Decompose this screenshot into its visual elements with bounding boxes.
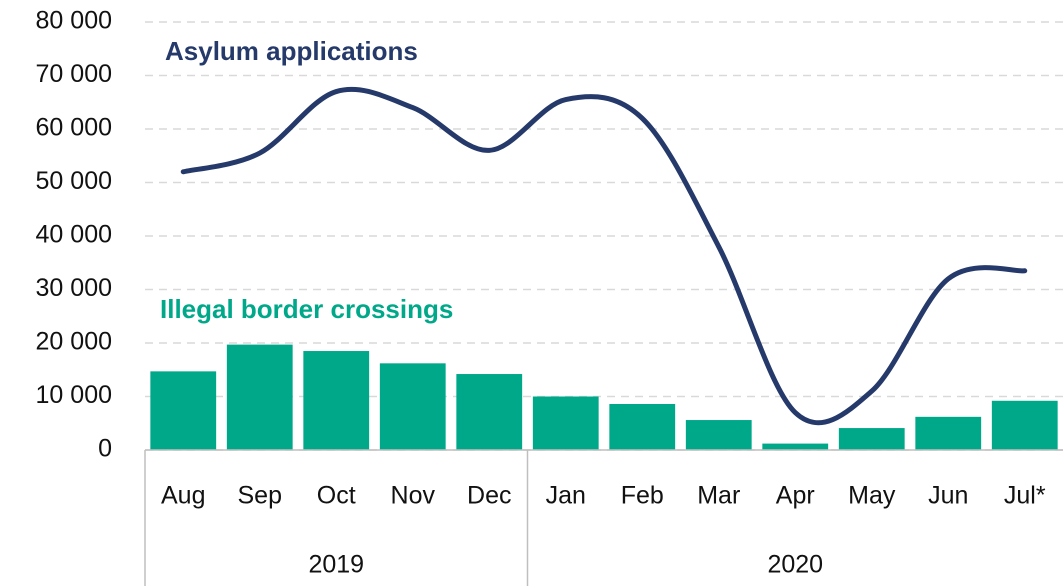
y-tick-label: 0	[98, 435, 112, 463]
y-tick-label: 10 000	[36, 381, 112, 409]
line	[180, 86, 1028, 426]
y-tick-label: 60 000	[36, 114, 112, 142]
bar	[609, 403, 676, 450]
y-tick-label: 80 000	[36, 7, 112, 35]
group-label: 2019	[308, 551, 364, 579]
line-annotation: Asylum applications	[165, 36, 418, 66]
bar	[991, 400, 1058, 450]
x-tick-label: May	[848, 482, 896, 510]
x-tick-label: Mar	[697, 482, 740, 510]
bar	[150, 371, 217, 450]
x-tick-label: Dec	[467, 482, 511, 510]
x-tick-label: Nov	[391, 482, 436, 510]
y-tick-label: 50 000	[36, 167, 112, 195]
bar-annotation: Illegal border crossings	[160, 294, 453, 324]
bar	[532, 396, 599, 450]
bar	[685, 420, 752, 450]
x-tick-label: Jul*	[1004, 482, 1046, 510]
bar	[226, 344, 293, 450]
y-tick-label: 40 000	[36, 221, 112, 249]
x-tick-label: Feb	[621, 482, 664, 510]
x-tick-label: Aug	[161, 482, 205, 510]
x-tick-label: Jun	[928, 482, 968, 510]
bar	[456, 374, 523, 450]
bar	[303, 351, 370, 450]
y-tick-label: 70 000	[36, 60, 112, 88]
y-tick-label: 30 000	[36, 274, 112, 302]
x-tick-label: Apr	[776, 482, 815, 510]
bar	[915, 416, 982, 450]
x-tick-label: Oct	[317, 482, 356, 510]
x-tick-label: Sep	[238, 482, 282, 510]
x-tick-label: Jan	[546, 482, 586, 510]
bar	[379, 363, 446, 450]
bar	[762, 443, 829, 450]
y-tick-label: 20 000	[36, 328, 112, 356]
bar	[838, 428, 905, 450]
group-label: 2020	[767, 551, 823, 579]
